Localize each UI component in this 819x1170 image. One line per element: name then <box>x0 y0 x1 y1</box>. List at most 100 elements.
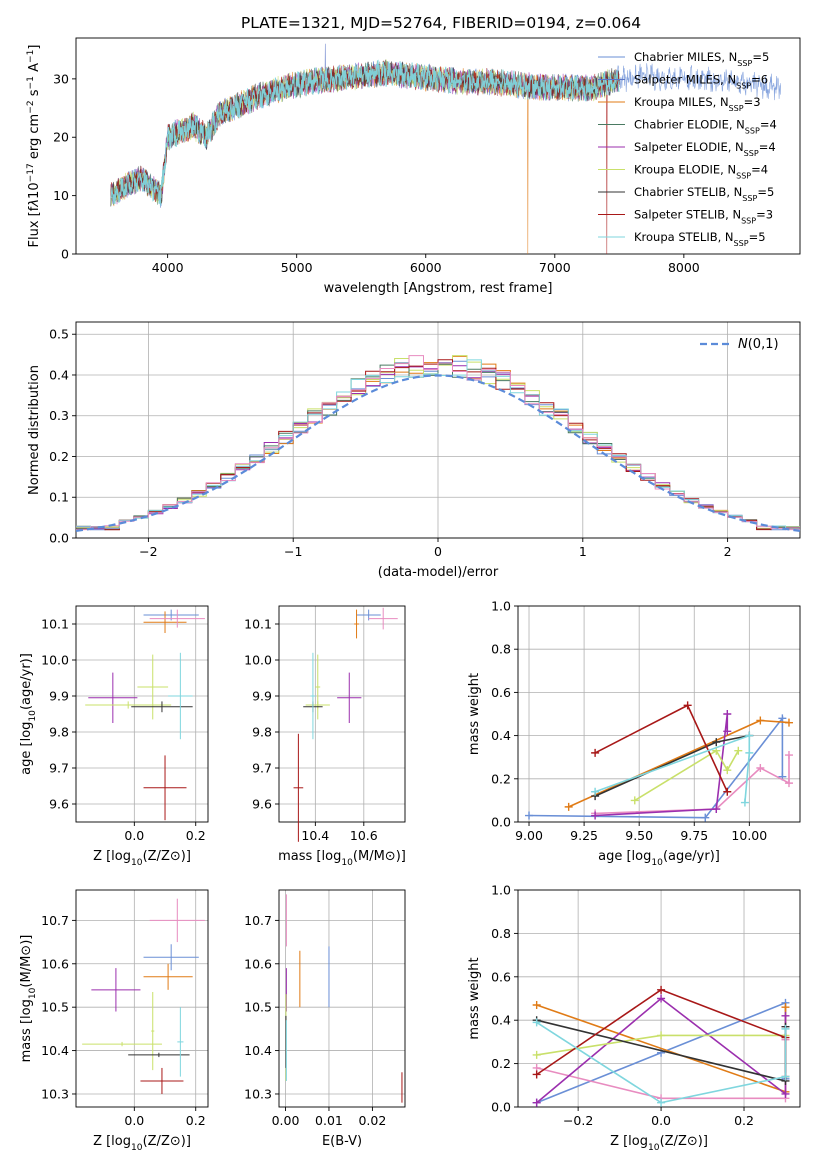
spectrum-xlabel: wavelength [Angstrom, rest frame] <box>324 281 553 296</box>
mass-weight-vs-age-ytick-label-1: 0.2 <box>491 771 511 786</box>
mass-weight-vs-Z-ytick-label-3: 0.6 <box>491 969 511 984</box>
mass-weight-vs-age-series-4-marker-2 <box>723 766 732 775</box>
mass-weight-vs-age-series-7-marker-3 <box>740 798 749 807</box>
age-vs-Z-xtick-label-0: 0.0 <box>124 828 144 843</box>
spectrum-ytick-label-2: 20 <box>53 130 69 145</box>
age-vs-Z-ylabel: age [log10(age/yr)] <box>19 653 38 775</box>
mass-weight-vs-age-xtick-label-3: 9.75 <box>680 828 708 843</box>
mass-weight-vs-age-ytick-label-5: 1.0 <box>491 599 511 614</box>
mass-weight-vs-Z-xtick-label-2: 0.2 <box>734 1113 754 1128</box>
mass-weight-vs-age-series-6-marker-2 <box>723 787 732 796</box>
mass-vs-Z-xtick-label-0: 0.0 <box>124 1113 144 1128</box>
mass-vs-Z-ytick-label-3: 10.6 <box>41 956 69 971</box>
mass-weight-vs-age-series-7-marker-1 <box>745 731 754 740</box>
mass-weight-vs-age-ytick-label-2: 0.4 <box>491 728 511 743</box>
age-vs-Z-panel: 0.0 0.2 9.6 9.7 9.8 9.9 10.0 10.1 <box>41 605 209 843</box>
mass-weight-vs-age-series-3-marker-1 <box>712 805 721 814</box>
mass-weight-vs-Z-xtick-label-0: −0.2 <box>563 1113 593 1128</box>
mass-vs-Z-ytick-label-0: 10.3 <box>41 1086 69 1101</box>
mass-weight-vs-age-xtick-label-4: 10.00 <box>731 828 767 843</box>
mass-weight-vs-age-series-6-marker-1 <box>683 701 692 710</box>
age-vs-Z-ytick-label-5: 10.1 <box>41 617 69 632</box>
mass-vs-Z-xtick-label-1: 0.2 <box>186 1113 206 1128</box>
age-vs-mass-panel: 10.4 10.6 9.6 9.7 9.8 9.9 10.0 10.1 <box>244 605 406 843</box>
mass-weight-vs-Z-series-3-marker-0 <box>532 1098 541 1107</box>
mass-weight-vs-age-series-7 <box>594 734 751 803</box>
spectrum-ytick-label-1: 10 <box>53 188 69 203</box>
residuals-xtick-label-2: 0 <box>434 544 442 559</box>
mass-weight-vs-age-series-0-marker-2 <box>778 714 787 723</box>
mass-weight-vs-age-series-5-marker-1 <box>712 738 721 747</box>
mass-weight-vs-age-series-4 <box>634 749 739 802</box>
mass-weight-vs-Z-series-3-marker-2 <box>781 1089 790 1098</box>
mass-vs-EBV-frame <box>278 889 406 1108</box>
legend-label-0: Chabrier MILES, NSSP=5 <box>634 50 769 68</box>
age-vs-Z-ytick-label-4: 10.0 <box>41 653 69 668</box>
spectrum-xtick-label-4: 8000 <box>668 260 700 275</box>
mass-vs-EBV-ytick-label-0: 10.3 <box>244 1086 272 1101</box>
age-vs-mass-ytick-label-1: 9.7 <box>252 761 272 776</box>
mass-weight-vs-age-series-1-marker-1 <box>756 716 765 725</box>
age-vs-mass-ytick-label-5: 10.1 <box>244 617 272 632</box>
residuals-xtick-label-3: 1 <box>579 544 587 559</box>
mass-weight-vs-age-ytick-label-3: 0.6 <box>491 685 511 700</box>
mass-weight-vs-Z-series-7-marker-3 <box>781 1024 790 1033</box>
residuals-ytick-label-1: 0.1 <box>49 490 69 505</box>
mass-weight-vs-Z-ytick-label-1: 0.2 <box>491 1056 511 1071</box>
figure-title: PLATE=1321, MJD=52764, FIBERID=0194, z=0… <box>241 14 641 32</box>
residuals-ylabel: Normed distribution <box>27 365 42 495</box>
residuals-ytick-label-2: 0.2 <box>49 449 69 464</box>
mass-weight-vs-age-series-2-marker-4 <box>784 751 793 760</box>
mass-weight-vs-Z-xtick-label-1: 0.0 <box>651 1113 671 1128</box>
mass-vs-EBV-panel: 0.00 0.01 0.02 10.3 10.4 10.5 10.6 10.7 <box>244 889 406 1128</box>
legend-label-3: Chabrier ELODIE, NSSP=4 <box>634 118 777 136</box>
mass-vs-Z-panel: 0.0 0.2 10.3 10.4 10.5 10.6 10.7 <box>41 889 209 1128</box>
normal-curve <box>75 374 801 532</box>
spectrum-xtick-label-3: 7000 <box>539 260 571 275</box>
mass-weight-vs-age-ytick-label-4: 0.8 <box>491 642 511 657</box>
age-vs-Z-xtick-label-1: 0.2 <box>186 828 206 843</box>
mass-weight-vs-age-xlabel: age [log10(age/yr)] <box>598 849 720 868</box>
age-vs-mass-xtick-label-0: 10.4 <box>301 828 329 843</box>
age-vs-Z-ytick-label-0: 9.6 <box>49 797 69 812</box>
mass-weight-vs-Z-frame <box>517 889 801 1108</box>
residuals-ytick-label-3: 0.3 <box>49 408 69 423</box>
spectrum-ylabel: Flux [fλ10−17 erg cm−2 s−1 A−1] <box>26 45 42 248</box>
mass-weight-vs-age-series-7-marker-0 <box>591 787 600 796</box>
mass-weight-vs-Z-ytick-label-0: 0.0 <box>491 1100 511 1115</box>
spectrum-xtick-label-0: 4000 <box>152 260 184 275</box>
mass-weight-vs-age-series-4-marker-0 <box>630 796 639 805</box>
residuals-xtick-label-0: −2 <box>139 544 157 559</box>
mass-weight-vs-Z-ytick-label-5: 1.0 <box>491 883 511 898</box>
mass-vs-EBV-xtick-label-2: 0.02 <box>358 1113 386 1128</box>
mass-weight-vs-Z-ytick-label-2: 0.4 <box>491 1013 511 1028</box>
legend-label-7: Salpeter STELIB, NSSP=3 <box>634 208 773 226</box>
residuals-xtick-label-1: −1 <box>284 544 302 559</box>
mass-weight-vs-Z-series-4-marker-0 <box>532 1050 541 1059</box>
legend-label-5: Kroupa ELODIE, NSSP=4 <box>634 163 768 181</box>
residual-histogram-7 <box>76 355 800 531</box>
age-vs-Z-xlabel: Z [log10(Z/Z⊙)] <box>93 849 191 868</box>
mass-weight-vs-Z-series-1-marker-0 <box>532 1001 541 1010</box>
age-vs-mass-ytick-label-4: 10.0 <box>244 653 272 668</box>
legend-label-1: Salpeter MILES, NSSP=6 <box>634 73 768 91</box>
age-vs-Z-ytick-label-2: 9.8 <box>49 725 69 740</box>
mass-vs-Z-ytick-label-4: 10.7 <box>41 913 69 928</box>
mass-weight-vs-age-frame <box>517 605 801 823</box>
mass-weight-vs-age-xtick-label-1: 9.25 <box>570 828 598 843</box>
residuals-ytick-label-4: 0.4 <box>49 367 69 382</box>
mass-vs-EBV-ytick-label-3: 10.6 <box>244 956 272 971</box>
mass-weight-vs-age-series-3-marker-3 <box>723 727 732 736</box>
mass-vs-Z-ylabel: mass [log10(M/M⊙)] <box>19 935 38 1063</box>
age-vs-mass-ytick-label-2: 9.8 <box>252 725 272 740</box>
spectrum-frame <box>75 37 801 255</box>
mass-weight-vs-age-series-3-marker-2 <box>723 710 732 718</box>
mass-weight-vs-Z-series-3-marker-1 <box>657 994 666 1003</box>
mass-vs-EBV-ytick-label-2: 10.5 <box>244 1000 272 1015</box>
mass-vs-EBV-ytick-label-1: 10.4 <box>244 1043 272 1058</box>
spectrum-ytick-label-0: 0 <box>61 247 69 262</box>
mass-vs-EBV-ytick-label-4: 10.7 <box>244 913 272 928</box>
mass-weight-vs-Z-ytick-label-4: 0.8 <box>491 926 511 941</box>
legend-label-2: Kroupa MILES, NSSP=3 <box>634 95 761 113</box>
mass-weight-vs-Z-panel: −0.2 0.0 0.2 0.0 0.2 0.4 0.6 0.8 1.0 <box>491 883 801 1128</box>
